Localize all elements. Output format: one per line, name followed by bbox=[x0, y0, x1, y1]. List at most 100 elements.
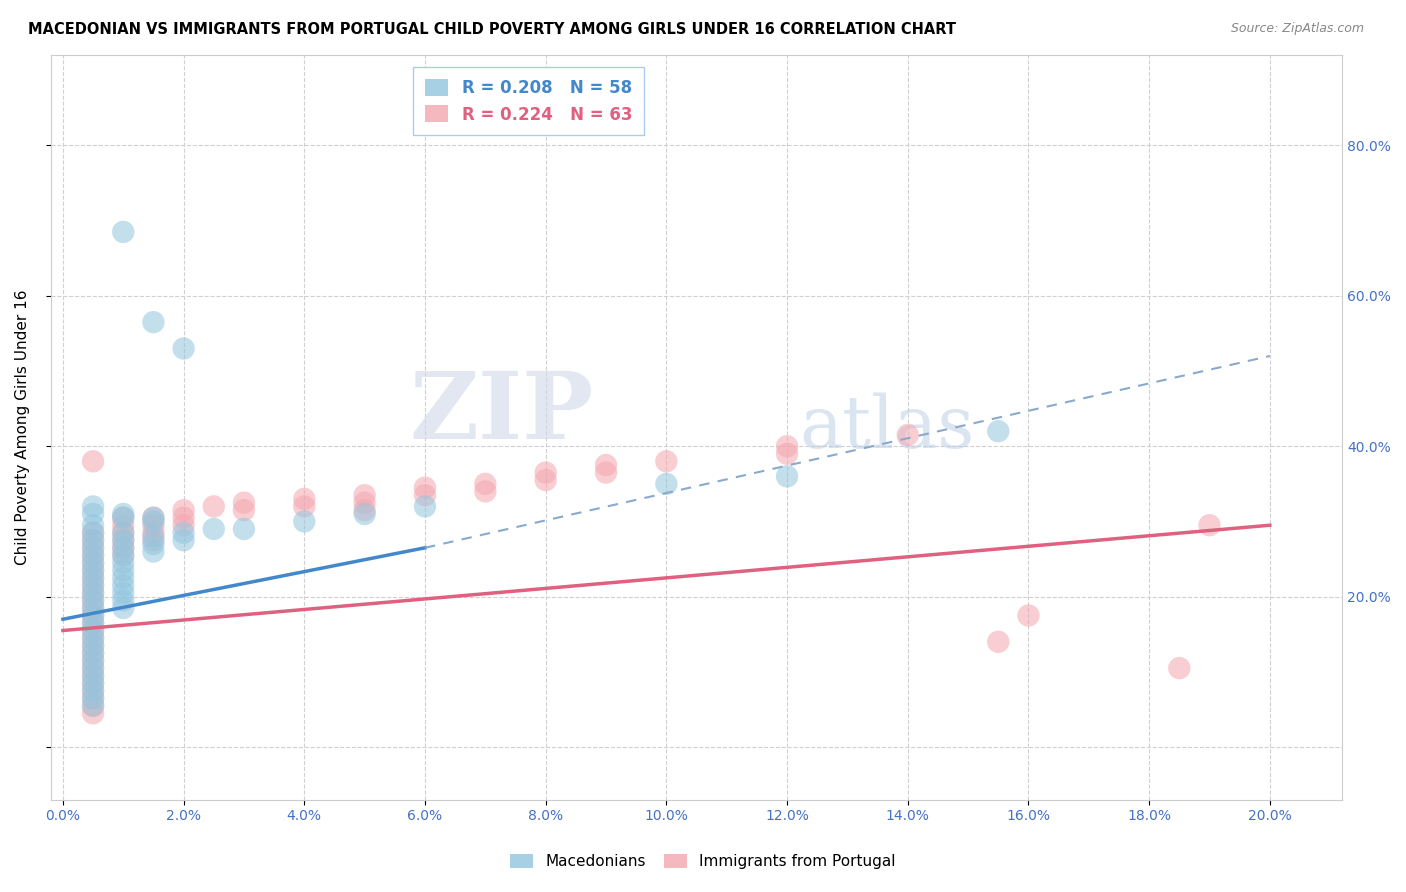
Point bbox=[82, 586, 104, 600]
Point bbox=[112, 593, 135, 607]
Point bbox=[82, 698, 104, 713]
Point bbox=[233, 522, 256, 536]
Point bbox=[82, 676, 104, 690]
Point bbox=[897, 428, 920, 442]
Point bbox=[534, 466, 557, 480]
Point bbox=[1168, 661, 1191, 675]
Point bbox=[112, 549, 135, 563]
Text: atlas: atlas bbox=[800, 392, 976, 463]
Point bbox=[595, 458, 617, 472]
Point bbox=[474, 484, 496, 499]
Text: ZIP: ZIP bbox=[409, 368, 593, 458]
Point bbox=[82, 624, 104, 638]
Point bbox=[82, 578, 104, 592]
Point bbox=[353, 503, 375, 517]
Point bbox=[82, 500, 104, 514]
Point bbox=[82, 661, 104, 675]
Point bbox=[82, 578, 104, 592]
Point bbox=[112, 541, 135, 555]
Point bbox=[112, 549, 135, 563]
Point bbox=[82, 661, 104, 675]
Point bbox=[173, 342, 195, 356]
Point bbox=[112, 525, 135, 540]
Point bbox=[82, 668, 104, 682]
Point bbox=[413, 500, 436, 514]
Point bbox=[82, 654, 104, 668]
Point bbox=[112, 533, 135, 548]
Point bbox=[82, 691, 104, 706]
Point bbox=[987, 424, 1010, 438]
Point bbox=[112, 518, 135, 533]
Point bbox=[595, 466, 617, 480]
Point bbox=[413, 481, 436, 495]
Point bbox=[112, 571, 135, 585]
Point bbox=[292, 500, 315, 514]
Point bbox=[233, 503, 256, 517]
Point bbox=[82, 698, 104, 713]
Point bbox=[82, 691, 104, 706]
Point bbox=[142, 518, 165, 533]
Point bbox=[82, 646, 104, 660]
Point bbox=[112, 563, 135, 577]
Point bbox=[82, 549, 104, 563]
Point bbox=[1198, 518, 1220, 533]
Point bbox=[142, 537, 165, 551]
Point bbox=[173, 510, 195, 524]
Point bbox=[82, 639, 104, 653]
Point bbox=[82, 563, 104, 577]
Point bbox=[82, 639, 104, 653]
Point bbox=[142, 525, 165, 540]
Point bbox=[82, 615, 104, 630]
Point bbox=[82, 608, 104, 623]
Point bbox=[112, 510, 135, 524]
Point bbox=[82, 631, 104, 645]
Point bbox=[82, 563, 104, 577]
Text: Source: ZipAtlas.com: Source: ZipAtlas.com bbox=[1230, 22, 1364, 36]
Point bbox=[82, 541, 104, 555]
Point bbox=[173, 525, 195, 540]
Point bbox=[112, 525, 135, 540]
Point bbox=[202, 522, 225, 536]
Point bbox=[1017, 608, 1039, 623]
Point bbox=[82, 706, 104, 721]
Point bbox=[353, 496, 375, 510]
Point bbox=[82, 608, 104, 623]
Point bbox=[82, 601, 104, 615]
Point bbox=[534, 473, 557, 487]
Point bbox=[173, 518, 195, 533]
Point bbox=[82, 525, 104, 540]
Point bbox=[142, 510, 165, 524]
Point bbox=[655, 476, 678, 491]
Point bbox=[142, 515, 165, 529]
Point bbox=[82, 615, 104, 630]
Point bbox=[82, 586, 104, 600]
Point bbox=[112, 507, 135, 521]
Point bbox=[112, 533, 135, 548]
Point bbox=[82, 624, 104, 638]
Point bbox=[82, 533, 104, 548]
Point bbox=[142, 510, 165, 524]
Point bbox=[112, 541, 135, 555]
Point bbox=[112, 510, 135, 524]
Point bbox=[112, 586, 135, 600]
Point bbox=[82, 631, 104, 645]
Point bbox=[82, 593, 104, 607]
Point bbox=[353, 507, 375, 521]
Point bbox=[82, 549, 104, 563]
Point bbox=[233, 496, 256, 510]
Point bbox=[82, 683, 104, 698]
Point bbox=[82, 454, 104, 468]
Point bbox=[413, 488, 436, 502]
Point bbox=[82, 676, 104, 690]
Point bbox=[112, 601, 135, 615]
Point bbox=[82, 646, 104, 660]
Point bbox=[82, 533, 104, 548]
Point bbox=[202, 500, 225, 514]
Point bbox=[776, 469, 799, 483]
Point bbox=[142, 533, 165, 548]
Legend: Macedonians, Immigrants from Portugal: Macedonians, Immigrants from Portugal bbox=[505, 847, 901, 875]
Point bbox=[82, 668, 104, 682]
Point bbox=[82, 507, 104, 521]
Point bbox=[353, 488, 375, 502]
Point bbox=[82, 556, 104, 570]
